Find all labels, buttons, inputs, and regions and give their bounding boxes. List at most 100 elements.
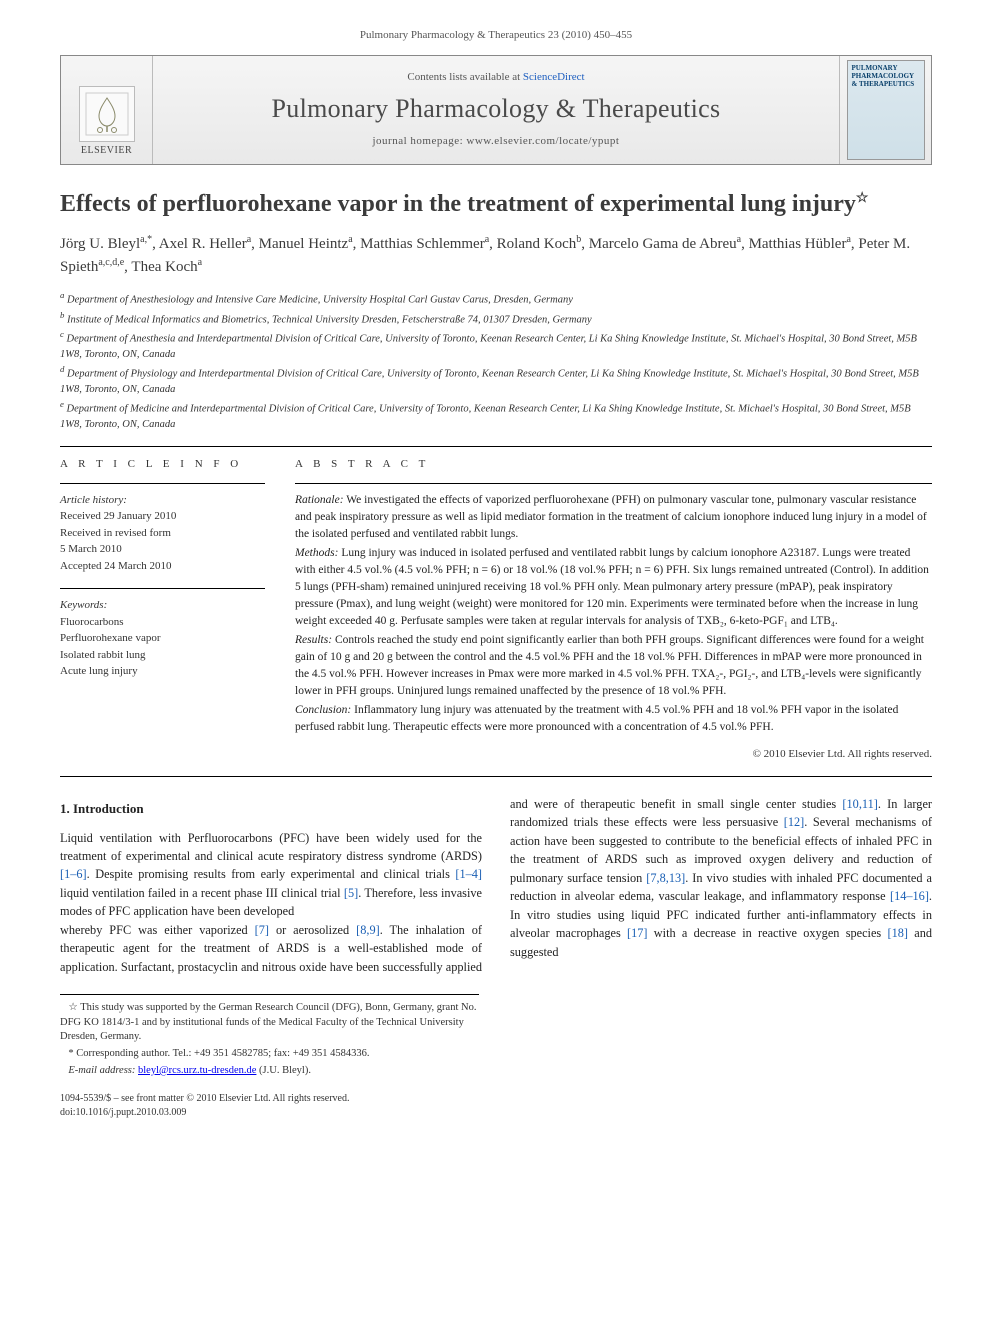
email-attribution: (J.U. Bleyl). [259,1065,311,1076]
contents-prefix: Contents lists available at [407,71,522,83]
body-text: . Despite promising results from early e… [87,867,456,881]
abstract-heading: A B S T R A C T [295,457,932,472]
body-text: Liquid ventilation with Perfluorocarbons… [60,831,482,863]
author: Axel R. Hellera [159,236,251,252]
funding-text: This study was supported by the German R… [60,1002,476,1042]
author-affil-marker: a,c,d,e [98,257,124,268]
funding-footnote: ☆ This study was supported by the German… [60,1001,479,1045]
author-affil-marker: a [198,257,202,268]
article-history: Article history: Received 29 January 201… [60,492,265,575]
keywords-block: Keywords: FluorocarbonsPerfluorohexane v… [60,597,265,680]
citation-link[interactable]: [7] [255,923,269,937]
keyword: Isolated rabbit lung [60,647,265,664]
citation-link[interactable]: [10,11] [842,797,877,811]
body-text: liquid ventilation failed in a recent ph… [60,886,344,900]
abs-rationale: We investigated the effects of vaporized… [295,494,927,540]
keyword: Fluorocarbons [60,614,265,631]
homepage-url[interactable]: www.elsevier.com/locate/ypupt [466,135,619,147]
rule [60,483,265,484]
cover-line: & THERAPEUTICS [852,81,915,89]
homepage-prefix: journal homepage: [372,135,466,147]
citation-link[interactable]: [5] [344,886,358,900]
contents-available-line: Contents lists available at ScienceDirec… [157,70,835,85]
elsevier-tree-icon [79,86,135,142]
rule [60,588,265,589]
author-affil-marker: a [247,234,251,245]
history-received: Received 29 January 2010 [60,508,265,525]
email-footnote: E-mail address: bleyl@rcs.urz.tu-dresden… [60,1064,479,1079]
history-revised-label: Received in revised form [60,525,265,542]
author: Matthias Hüblera [749,236,851,252]
author: Matthias Schlemmera [360,236,489,252]
affiliation: d Department of Physiology and Interdepa… [60,363,932,397]
journal-cover-cell: PULMONARY PHARMACOLOGY & THERAPEUTICS [839,56,931,164]
author-list: Jörg U. Bleyla,*, Axel R. Hellera, Manue… [60,233,932,279]
title-footnote-star-icon: ☆ [856,191,869,206]
footnotes: ☆ This study was supported by the German… [60,994,479,1078]
author-affil-marker: a [485,234,489,245]
citation-link[interactable]: [1–4] [455,867,482,881]
journal-homepage-line: journal homepage: www.elsevier.com/locat… [157,134,835,149]
citation-link[interactable]: [8,9] [356,923,380,937]
running-head: Pulmonary Pharmacology & Therapeutics 23… [60,28,932,43]
author-affil-marker: b [576,234,581,245]
keyword: Acute lung injury [60,663,265,680]
article-info-heading: A R T I C L E I N F O [60,457,265,472]
sciencedirect-link[interactable]: ScienceDirect [523,71,585,83]
author-affil-marker: a [348,234,352,245]
page-footer: 1094-5539/$ – see front matter © 2010 El… [60,1092,932,1120]
citation-link[interactable]: [7,8,13] [646,871,685,885]
doi-line: doi:10.1016/j.pupt.2010.03.009 [60,1106,932,1120]
intro-paragraph: Liquid ventilation with Perfluorocarbons… [60,829,482,921]
journal-cover-thumb: PULMONARY PHARMACOLOGY & THERAPEUTICS [847,60,925,160]
publisher-name: ELSEVIER [81,144,132,158]
citation-link[interactable]: [12] [784,815,805,829]
abs-methods-label: Methods: [295,547,338,559]
history-accepted: Accepted 24 March 2010 [60,558,265,575]
citation-link[interactable]: [18] [887,926,908,940]
abstract-body: Rationale: We investigated the effects o… [295,492,932,762]
footnote-asterisk-icon: * [68,1048,73,1059]
article-title: Effects of perfluorohexane vapor in the … [60,189,932,219]
author: Thea Kocha [131,259,202,275]
author-email-link[interactable]: bleyl@rcs.urz.tu-dresden.de [138,1065,256,1076]
journal-masthead: ELSEVIER Contents lists available at Sci… [60,55,932,165]
abs-results: Controls reached the study end point sig… [295,634,924,697]
affiliation: e Department of Medicine and Interdepart… [60,398,932,432]
journal-name: Pulmonary Pharmacology & Therapeutics [157,91,835,127]
rule [295,483,932,484]
author: Marcelo Gama de Abreua [589,236,741,252]
citation-link[interactable]: [14–16] [890,889,929,903]
body-text: or aerosolized [269,923,356,937]
body-text: whereby PFC was either vaporized [60,923,255,937]
author: Roland Kochb [497,236,582,252]
abs-rationale-label: Rationale: [295,494,344,506]
body-two-column: 1. Introduction Liquid ventilation with … [60,795,932,976]
corresponding-author-footnote: * Corresponding author. Tel.: +49 351 45… [60,1047,479,1062]
rule [60,446,932,447]
abs-results-label: Results: [295,634,332,646]
keywords-label: Keywords: [60,597,265,614]
affiliation: a Department of Anesthesiology and Inten… [60,289,932,308]
front-matter-line: 1094-5539/$ – see front matter © 2010 El… [60,1092,932,1106]
corresponding-text: Corresponding author. Tel.: +49 351 4582… [76,1048,369,1059]
article-title-text: Effects of perfluorohexane vapor in the … [60,191,856,217]
author-affil-marker: a [737,234,741,245]
author-affil-marker: a [846,234,850,245]
abstract-copyright: © 2010 Elsevier Ltd. All rights reserved… [295,746,932,762]
history-revised-date: 5 March 2010 [60,541,265,558]
citation-link[interactable]: [1–6] [60,867,87,881]
affiliation: b Institute of Medical Informatics and B… [60,309,932,328]
abs-methods: Lung injury was induced in isolated perf… [295,547,929,627]
rule [60,776,932,777]
affiliation: c Department of Anesthesia and Interdepa… [60,328,932,362]
affiliation-list: a Department of Anesthesiology and Inten… [60,289,932,432]
publisher-logo-cell: ELSEVIER [61,56,153,164]
footnote-star-icon: ☆ [68,1002,77,1013]
citation-link[interactable]: [17] [627,926,648,940]
body-text: with a decrease in reactive oxygen speci… [648,926,888,940]
section-heading-introduction: 1. Introduction [60,799,482,819]
email-label: E-mail address: [68,1065,135,1076]
history-label: Article history: [60,492,265,509]
author: Manuel Heintza [259,236,353,252]
